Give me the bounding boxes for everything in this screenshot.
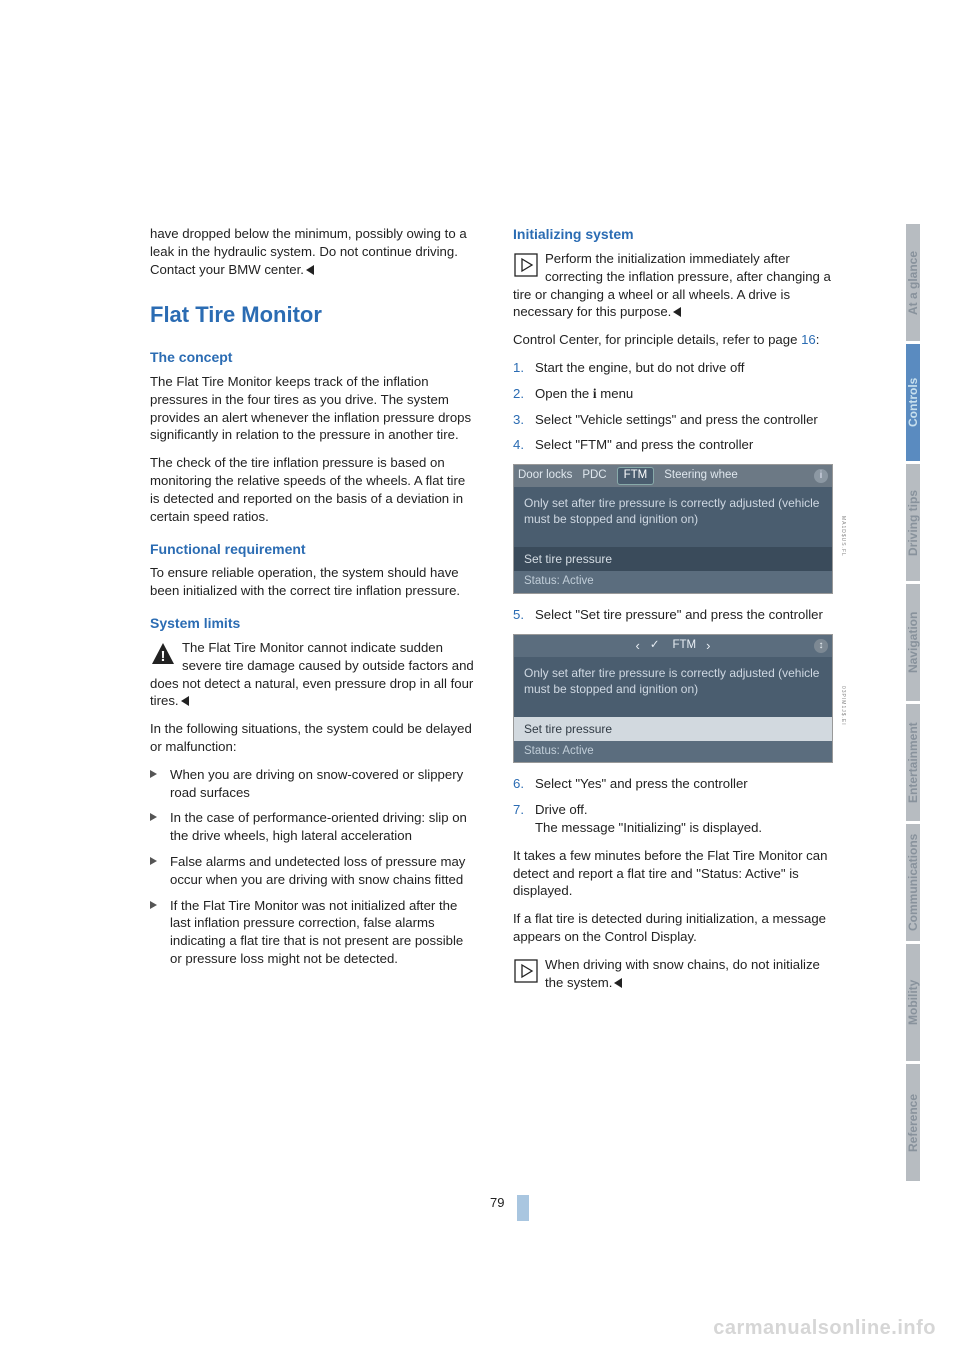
init-ref-b: : <box>816 332 820 347</box>
init-note-text: Perform the initialization immediately a… <box>513 251 831 319</box>
init-ref-a: Control Center, for principle details, r… <box>513 332 801 347</box>
arrow-right-icon: › <box>706 637 710 655</box>
limits-warning-text: The Flat Tire Monitor cannot indicate su… <box>150 640 474 708</box>
tab-driving-tips[interactable]: Driving tips <box>906 464 920 581</box>
info-badge-icon: i <box>814 469 828 483</box>
tab-reference[interactable]: Reference <box>906 1064 920 1181</box>
tab-ftm-selected: FTM <box>617 467 655 485</box>
init-note: Perform the initialization immediately a… <box>513 250 838 321</box>
list-item: 3. Select "Vehicle settings" and press th… <box>513 411 838 429</box>
image-code: MA1D$US.FL <box>839 516 846 557</box>
list-item: 6. Select "Yes" and press the controller <box>513 775 838 793</box>
step-text-2: The message "Initializing" is displayed. <box>535 820 762 835</box>
end-marker-icon <box>614 978 622 988</box>
funcreq-heading: Functional requirement <box>150 540 475 559</box>
list-item: 5. Select "Set tire pressure" and press t… <box>513 606 838 624</box>
snow-chain-text: When driving with snow chains, do not in… <box>545 957 820 990</box>
concept-para-1: The Flat Tire Monitor keeps track of the… <box>150 373 475 444</box>
limits-list: When you are driving on snow-covered or … <box>150 766 475 968</box>
tab-controls[interactable]: Controls <box>906 344 920 461</box>
idrive-screenshot-2: ‹ FTM › ↕ Only set after tire pressure i… <box>513 634 833 764</box>
limits-lead: In the following situations, the system … <box>150 720 475 756</box>
funcreq-para: To ensure reliable operation, the system… <box>150 564 475 600</box>
steps-list-c: 6.Select "Yes" and press the controller … <box>513 775 838 836</box>
step-number: 4. <box>513 436 524 454</box>
list-item: When you are driving on snow-covered or … <box>150 766 475 802</box>
tab-navigation[interactable]: Navigation <box>906 584 920 701</box>
step-number: 3. <box>513 411 524 429</box>
step-number: 1. <box>513 359 524 377</box>
steps-list-a: 1. Start the engine, but do not drive off… <box>513 359 838 454</box>
page-link[interactable]: 16 <box>801 332 816 347</box>
after-para-1: It takes a few minutes before the Flat T… <box>513 847 838 900</box>
concept-heading: The concept <box>150 348 475 367</box>
list-item: 4. Select "FTM" and press the controller <box>513 436 838 454</box>
list-item: False alarms and undetected loss of pres… <box>150 853 475 889</box>
note-icon <box>513 958 539 984</box>
init-heading: Initializing system <box>513 225 838 244</box>
section-title: Flat Tire Monitor <box>150 300 475 330</box>
step-text: Open the i menu <box>535 386 633 401</box>
scroll-indicator-icon: ↕ <box>814 639 828 653</box>
image-code: 03PIM1J$.EI <box>839 686 846 726</box>
checkmark-icon <box>650 638 663 654</box>
end-marker-icon <box>306 265 314 275</box>
init-ref: Control Center, for principle details, r… <box>513 331 838 349</box>
tab-at-a-glance[interactable]: At a glance <box>906 224 920 341</box>
after-para-2: If a flat tire is detected during initia… <box>513 910 838 946</box>
screenshot-body: Only set after tire pressure is correctl… <box>514 487 832 547</box>
tab-steering: Steering whee <box>664 468 738 484</box>
step-number: 2. <box>513 385 524 403</box>
topbar-label: FTM <box>673 638 697 654</box>
screenshot-status: Status: Active <box>514 741 832 763</box>
right-column: Initializing system Perform the initiali… <box>513 225 838 1002</box>
screenshot-set-pressure: Set tire pressure <box>514 547 832 571</box>
step-text: Start the engine, but do not drive off <box>535 360 744 375</box>
note-icon <box>513 252 539 278</box>
step-text: Select "FTM" and press the controller <box>535 437 753 452</box>
step-number: 6. <box>513 775 524 793</box>
end-marker-icon <box>673 307 681 317</box>
page-number-accent <box>517 1195 529 1221</box>
warning-icon: ! <box>150 641 176 667</box>
arrow-left-icon: ‹ <box>636 637 640 655</box>
idrive-screenshot-1: Door locks PDC FTM Steering whee i Only … <box>513 464 833 594</box>
screenshot-body: Only set after tire pressure is correctl… <box>514 657 832 717</box>
tab-mobility[interactable]: Mobility <box>906 944 920 1061</box>
screenshot-status: Status: Active <box>514 571 832 593</box>
list-item: In the case of performance-oriented driv… <box>150 809 475 845</box>
page-number: 79 <box>490 1195 504 1210</box>
step-text: Select "Set tire pressure" and press the… <box>535 607 823 622</box>
step-text: Select "Yes" and press the controller <box>535 776 748 791</box>
tab-communications[interactable]: Communications <box>906 824 920 941</box>
section-tabs: At a glance Controls Driving tips Naviga… <box>906 224 936 1184</box>
limits-heading: System limits <box>150 614 475 633</box>
carryover-paragraph: have dropped below the minimum, possibly… <box>150 225 475 278</box>
tab-entertainment[interactable]: Entertainment <box>906 704 920 821</box>
tab-pdc: PDC <box>582 468 606 484</box>
step-text: Drive off. <box>535 802 588 817</box>
screenshot-set-pressure: Set tire pressure <box>514 717 832 741</box>
svg-text:!: ! <box>161 648 166 665</box>
step-number: 5. <box>513 606 524 624</box>
concept-para-2: The check of the tire inflation pressure… <box>150 454 475 525</box>
list-item: 1. Start the engine, but do not drive off <box>513 359 838 377</box>
end-marker-icon <box>181 696 189 706</box>
step-text: Select "Vehicle settings" and press the … <box>535 412 818 427</box>
page-content: have dropped below the minimum, possibly… <box>150 225 850 1002</box>
tab-door-locks: Door locks <box>518 468 572 484</box>
list-item: 2. Open the i menu <box>513 385 838 403</box>
list-item: 7. Drive off. The message "Initializing" i… <box>513 801 838 837</box>
left-column: have dropped below the minimum, possibly… <box>150 225 475 1002</box>
step-number: 7. <box>513 801 524 819</box>
snow-chain-note: When driving with snow chains, do not in… <box>513 956 838 992</box>
list-item: If the Flat Tire Monitor was not initial… <box>150 897 475 968</box>
info-menu-icon: i <box>593 385 597 403</box>
steps-list-b: 5. Select "Set tire pressure" and press t… <box>513 606 838 624</box>
limits-warning: ! The Flat Tire Monitor cannot indicate … <box>150 639 475 710</box>
watermark: carmanualsonline.info <box>713 1317 936 1340</box>
screenshot-topbar: ‹ FTM › ↕ <box>514 635 832 657</box>
screenshot-tabbar: Door locks PDC FTM Steering whee i <box>514 465 832 487</box>
